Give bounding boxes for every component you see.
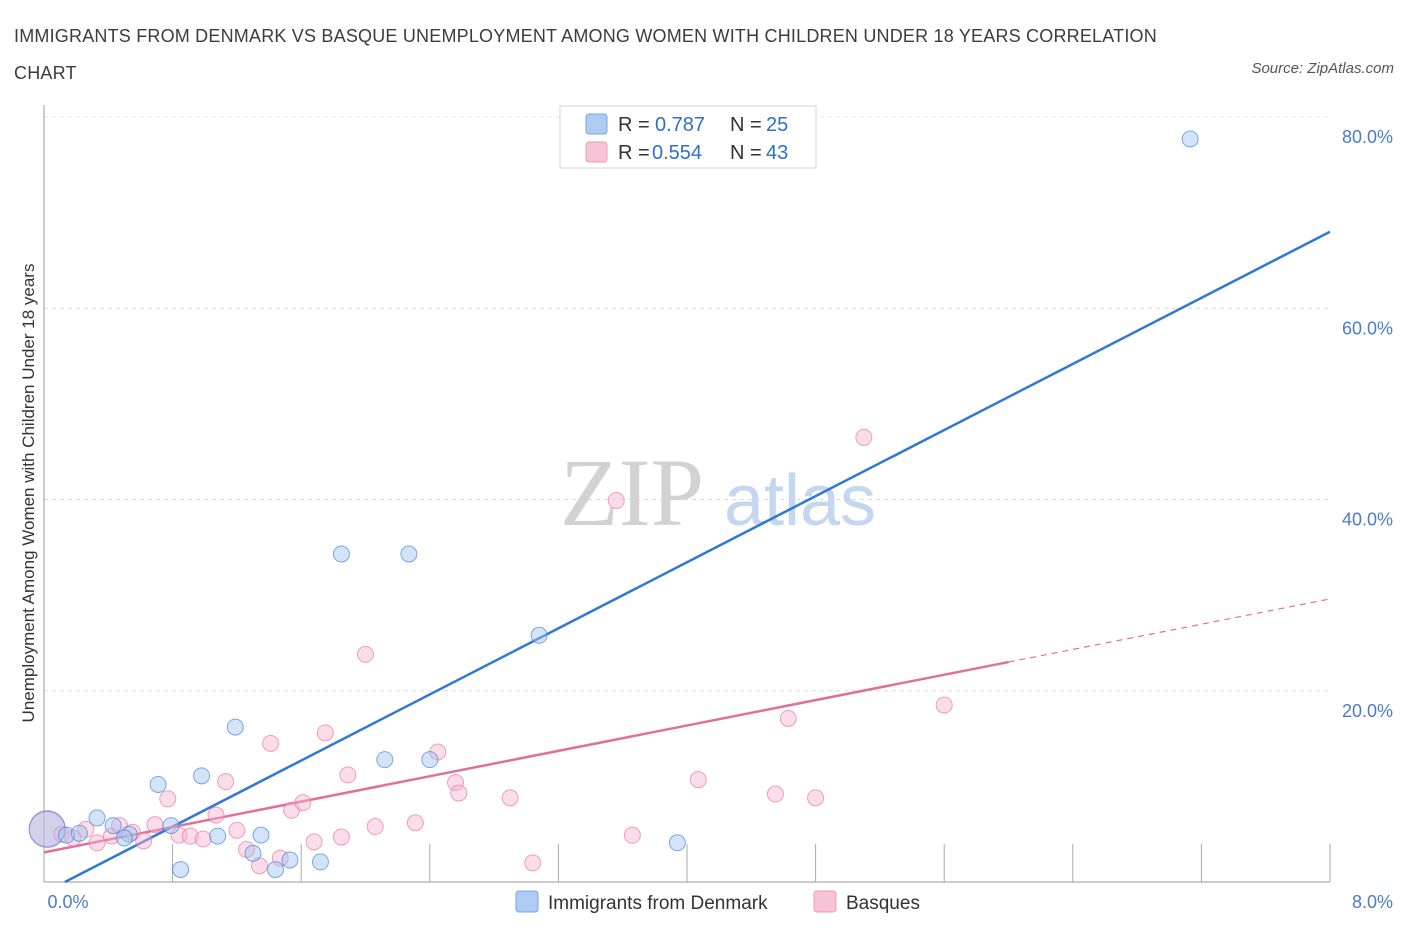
legend-bottom-swatch-pink [813, 890, 837, 913]
data-point-blue [193, 767, 211, 785]
data-point-pink [305, 833, 323, 851]
y-axis-title: Unemployment Among Women with Children U… [19, 264, 38, 723]
y-tick-label: 80.0% [1342, 127, 1393, 147]
legend-n-value-pink: 43 [766, 142, 788, 164]
data-point-blue [209, 827, 227, 845]
data-point-pink [357, 645, 374, 663]
data-point-blue [668, 834, 686, 852]
legend-swatch-blue [585, 113, 608, 135]
x-tick-label: 0.0% [47, 892, 88, 912]
data-point-pink [194, 830, 212, 848]
legend-n-value-blue: 25 [766, 114, 788, 136]
legend-r-label-pink: R = [618, 142, 650, 164]
data-point-pink [217, 773, 235, 791]
data-point-blue [266, 861, 284, 879]
data-point-blue [88, 809, 106, 827]
chart-title: IMMIGRANTS FROM DENMARK VS BASQUE UNEMPL… [14, 26, 1157, 83]
data-point-pink [935, 696, 953, 714]
legend-swatch-pink [585, 141, 608, 163]
data-point-pink [88, 834, 106, 852]
data-point-blue [28, 810, 66, 848]
data-point-blue [1181, 130, 1199, 148]
data-point-pink [447, 774, 465, 792]
data-point-blue [281, 851, 299, 869]
data-point-pink [607, 491, 625, 509]
y-tick-label: 60.0% [1342, 318, 1393, 338]
data-point-pink [779, 709, 797, 727]
legend-bottom-label-pink: Basques [846, 893, 920, 914]
legend-r-label-blue: R = [618, 114, 650, 136]
legend-r-value-pink: 0.554 [652, 142, 702, 164]
data-point-pink [228, 821, 246, 839]
data-point-blue [115, 829, 133, 847]
data-point-blue [376, 751, 394, 769]
legend-r-value-blue: 0.787 [655, 114, 705, 136]
data-point-blue [252, 826, 270, 844]
data-point-blue [421, 751, 439, 769]
trend-line-blue [64, 230, 1331, 884]
data-point-blue [332, 545, 350, 563]
legend-top: R = 0.787 N = 25 R = 0.554 N = 43 [559, 105, 817, 169]
y-tick-label: 40.0% [1342, 510, 1393, 530]
data-point-pink [339, 766, 357, 784]
legend-n-label-blue: N = [730, 114, 762, 136]
trend-lines [43, 230, 1331, 884]
data-point-blue [400, 545, 418, 563]
data-point-pink [766, 785, 784, 803]
data-point-pink [524, 854, 542, 872]
gridlines [44, 116, 1330, 692]
y-tick-label: 20.0% [1342, 701, 1393, 721]
watermark-atlas: atlas [724, 461, 876, 541]
data-point-blue [104, 817, 122, 835]
data-point-blue [70, 824, 88, 842]
data-point-blue [149, 775, 167, 793]
legend-bottom-swatch-blue [515, 890, 539, 913]
legend-n-label-pink: N = [730, 142, 762, 164]
data-point-blue [162, 817, 180, 835]
tick-labels: 20.0% 40.0% 60.0% 80.0% 0.0% 8.0% [47, 127, 1393, 912]
data-point-pink [450, 784, 468, 802]
data-point-pink [159, 790, 177, 808]
data-point-pink [207, 806, 225, 824]
data-point-pink [689, 771, 707, 789]
data-point-pink [262, 734, 280, 752]
legend-bottom: Immigrants from Denmark Basques [515, 890, 920, 914]
data-points [28, 130, 1199, 879]
watermark: ZIP atlas [560, 439, 876, 546]
data-point-blue [172, 861, 190, 879]
data-point-blue [244, 844, 262, 862]
trend-line-dashed-pink [1008, 598, 1331, 663]
data-point-pink [294, 794, 312, 812]
trend-line-pink [43, 660, 1009, 854]
data-point-pink [501, 789, 519, 807]
data-point-pink [135, 832, 153, 850]
data-point-pink [855, 428, 873, 446]
data-point-blue [530, 626, 548, 644]
x-tick-label: 8.0% [1352, 892, 1393, 912]
data-point-pink [316, 724, 334, 742]
data-point-pink [623, 826, 641, 844]
axes [43, 105, 1331, 883]
data-point-blue [226, 718, 244, 736]
data-point-pink [181, 827, 199, 845]
data-point-pink [366, 818, 384, 836]
data-point-pink [807, 789, 825, 807]
data-point-pink [406, 814, 424, 832]
data-point-blue [311, 853, 329, 871]
watermark-zip: ZIP [560, 439, 704, 546]
legend-bottom-label-blue: Immigrants from Denmark [548, 893, 768, 914]
data-point-pink [332, 828, 350, 846]
data-point-pink [146, 816, 164, 834]
data-point-blue [58, 826, 76, 844]
source-label: Source: ZipAtlas.com [1251, 60, 1394, 77]
